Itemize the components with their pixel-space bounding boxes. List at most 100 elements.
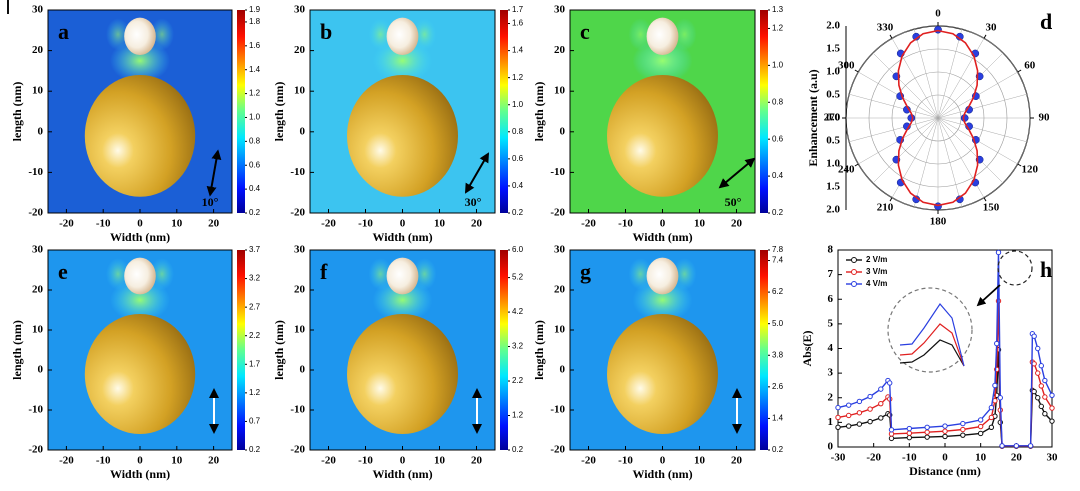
data-point (924, 424, 930, 430)
x-tick-label: -10 (618, 218, 633, 230)
x-tick-label: -20 (866, 452, 881, 464)
y-axis-label: length (nm) (272, 320, 286, 380)
colorbar-tick-label: 3.2 (249, 274, 261, 283)
panel-label: c (580, 19, 590, 44)
angle-tick-label: 240 (838, 164, 855, 176)
radial-axis-label: Enhancement (a.u) (806, 69, 820, 166)
colorbar-tick-label: 6.0 (512, 245, 524, 254)
data-point (846, 402, 852, 408)
y-tick-label: 10 (32, 324, 44, 336)
colorbar-tick-label: 1.7 (512, 5, 524, 14)
data-point (906, 425, 913, 432)
colorbar-tick-label: 1.2 (772, 24, 784, 33)
angle-tick-label: 180 (930, 216, 947, 228)
arrow (465, 152, 489, 194)
x-axis-label: Width (nm) (632, 230, 692, 244)
colorbar-tick-label: 1.3 (772, 5, 784, 14)
x-axis-label: Distance (nm) (909, 464, 981, 478)
colorbar-tick-label: 1.4 (512, 46, 524, 55)
panel-label: a (58, 19, 69, 44)
colorbar-tick-label: 0.2 (249, 208, 261, 217)
spoke (849, 117, 939, 143)
data-point (1035, 370, 1041, 376)
spoke (872, 117, 939, 184)
data-point (934, 25, 942, 34)
angle-tick-label: 150 (983, 202, 1000, 214)
zoom-circle (997, 250, 1033, 286)
data-point (1013, 443, 1020, 449)
x-tick-label: 0 (660, 218, 666, 230)
y-tick-label: -20 (290, 207, 305, 219)
colorbar-tick-label: 3.8 (772, 350, 784, 359)
y-tick-label: 7 (828, 268, 834, 280)
field-hotspot (106, 18, 130, 51)
data-point (977, 430, 984, 437)
colorbar (237, 250, 245, 450)
colorbar-tick-label: 0.4 (249, 184, 261, 193)
angle-tick-label: 90 (1039, 112, 1051, 124)
colorbar-tick-label: 1.0 (512, 100, 524, 109)
y-tick-label: 6 (828, 293, 834, 305)
colorbar (760, 250, 768, 450)
small-sphere (124, 17, 156, 56)
data-point (867, 393, 873, 400)
arrow (718, 157, 756, 189)
x-tick-label: 0 (660, 455, 666, 467)
colorbar-tick-label: 1.2 (512, 411, 524, 420)
y-axis-label: length (nm) (532, 82, 546, 142)
y-tick-label: 8 (828, 244, 834, 256)
angle-tick (854, 69, 859, 73)
data-point (994, 340, 1000, 347)
field-hotspot (110, 38, 170, 83)
y-tick-label: 2 (828, 391, 834, 403)
y-tick-label: 10 (294, 324, 306, 336)
colorbar-tick-label: 1.0 (772, 60, 784, 69)
data-point (924, 434, 930, 440)
data-point (1042, 411, 1048, 417)
legend-label: 2 V/m (866, 255, 887, 264)
data-point (888, 427, 895, 433)
x-tick-label: 30 (1047, 452, 1059, 464)
x-axis-label: Width (nm) (372, 467, 432, 481)
data-point (1027, 443, 1034, 449)
large-sphere (84, 74, 196, 197)
small-sphere (386, 17, 419, 56)
angle-label: 30° (465, 195, 482, 209)
arrow (206, 149, 222, 197)
data-point (988, 414, 995, 421)
data-point (1042, 377, 1048, 384)
spoke (937, 93, 1027, 119)
data-point (992, 382, 998, 389)
x-tick-label: 0 (400, 218, 406, 230)
y-axis-label: length (nm) (10, 82, 24, 142)
x-tick-label: 10 (171, 218, 183, 230)
data-point (942, 433, 948, 440)
legend-marker (851, 269, 857, 275)
data-point (1049, 405, 1055, 411)
y-axis-label: Abs(E) (800, 330, 814, 366)
spoke (913, 29, 939, 119)
data-point (988, 424, 995, 430)
y-tick-label: 0 (38, 364, 44, 376)
y-axis-label: length (nm) (272, 82, 286, 142)
radial-tick-label: 1.0 (826, 66, 840, 78)
angle-tick-label: 330 (877, 21, 894, 33)
inset-curve (899, 339, 965, 367)
colorbar-tick-label: 1.6 (512, 19, 524, 28)
panel-label: d (1040, 9, 1052, 34)
colorbar-tick-label: 1.2 (249, 388, 261, 397)
y-tick-label: 0 (300, 364, 306, 376)
y-tick-label: 0 (38, 125, 44, 137)
y-tick-label: 10 (554, 85, 566, 97)
data-point (1049, 418, 1055, 424)
field-hotspot (150, 18, 174, 51)
spoke (937, 117, 963, 207)
legend-marker (851, 257, 857, 263)
spoke (937, 117, 1004, 184)
x-tick-label: 20 (1011, 452, 1023, 464)
data-point (1038, 383, 1045, 389)
data-point (960, 426, 966, 433)
y-tick-label: 20 (554, 44, 566, 56)
y-tick-label: 30 (32, 244, 44, 256)
y-tick-label: 10 (294, 85, 306, 97)
